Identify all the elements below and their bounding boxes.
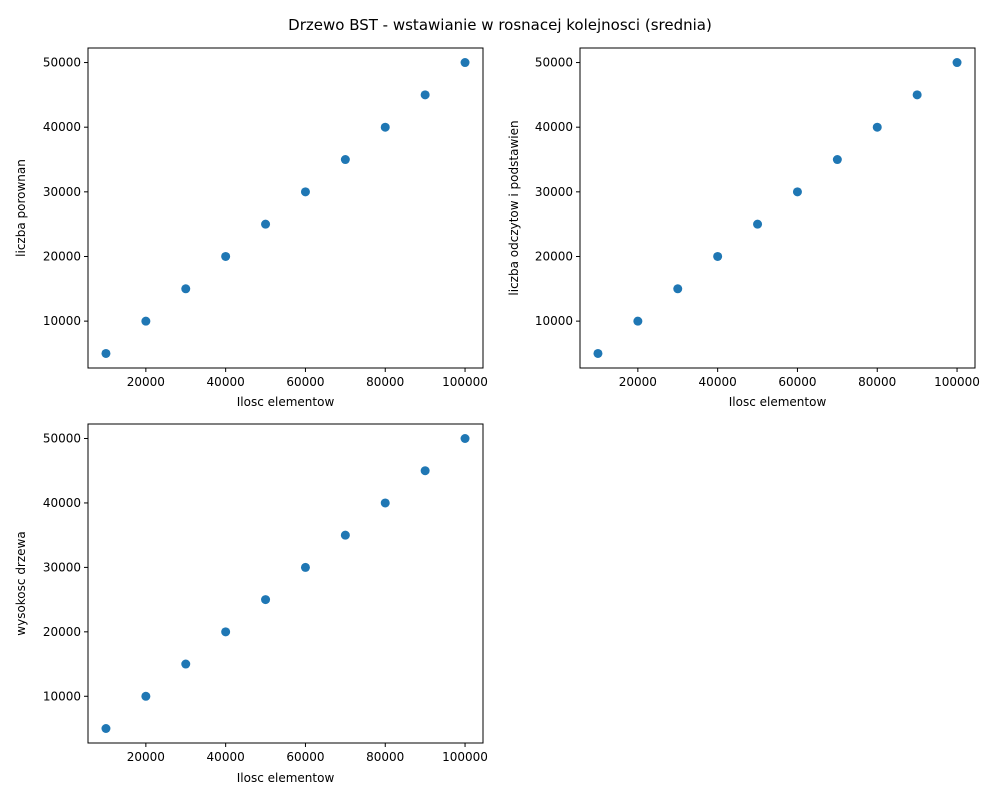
x-tick-label: 60000 [286, 375, 324, 389]
y-tick-label: 30000 [43, 185, 81, 199]
y-tick-label: 40000 [43, 496, 81, 510]
x-tick-label: 100000 [442, 375, 488, 389]
data-point [420, 466, 430, 476]
x-tick-label: 100000 [442, 750, 488, 764]
data-point [221, 251, 231, 261]
x-tick-label: 20000 [127, 375, 165, 389]
data-point [753, 219, 763, 229]
y-tick-label: 20000 [535, 249, 573, 263]
data-point [460, 58, 470, 68]
subplot-reads-writes: Ilosc elementow liczba odczytow i podsta… [507, 47, 980, 409]
data-point [380, 498, 390, 508]
data-point [181, 284, 191, 294]
x-tick-label: 80000 [366, 750, 404, 764]
y-axis-label: liczba odczytow i podstawien [507, 120, 521, 295]
x-tick-label: 80000 [858, 375, 896, 389]
data-point [261, 595, 271, 605]
data-point [221, 627, 231, 637]
y-tick-label: 50000 [43, 432, 81, 446]
y-tick-label: 20000 [43, 625, 81, 639]
y-tick-label: 10000 [43, 689, 81, 703]
data-point [141, 691, 151, 701]
y-tick-label: 30000 [43, 560, 81, 574]
data-point [832, 155, 842, 165]
plot-area-frame [87, 47, 484, 369]
y-tick-label: 40000 [535, 120, 573, 134]
data-point [633, 316, 643, 326]
subplot-comparisons: Ilosc elementow liczba porownan 20000 400… [14, 47, 488, 409]
figure-title: Drzewo BST - wstawianie w rosnacej kolej… [288, 16, 712, 34]
plot-area-frame [579, 47, 976, 369]
data-point [673, 284, 683, 294]
data-point [300, 562, 310, 572]
y-axis-label: wysokosc drzewa [14, 531, 28, 635]
data-point [261, 219, 271, 229]
data-point [952, 58, 962, 68]
x-tick-label: 60000 [286, 750, 324, 764]
x-axis-label: Ilosc elementow [729, 395, 827, 409]
x-axis-label: Ilosc elementow [237, 771, 335, 785]
data-point [593, 348, 603, 358]
y-tick-label: 20000 [43, 249, 81, 263]
x-tick-label: 40000 [699, 375, 737, 389]
data-point [340, 530, 350, 540]
data-point [912, 90, 922, 100]
subplot-tree-height: Ilosc elementow wysokosc drzewa 20000 400… [14, 423, 488, 785]
data-point [340, 155, 350, 165]
x-tick-label: 60000 [778, 375, 816, 389]
plot-area-frame [87, 423, 484, 744]
y-axis-label: liczba porownan [14, 159, 28, 257]
y-tick-label: 10000 [535, 314, 573, 328]
data-point [713, 251, 723, 261]
y-tick-label: 40000 [43, 120, 81, 134]
x-tick-label: 80000 [366, 375, 404, 389]
data-point [101, 348, 111, 358]
x-tick-label: 40000 [207, 750, 245, 764]
data-point [420, 90, 430, 100]
y-tick-label: 50000 [43, 56, 81, 70]
y-tick-label: 30000 [535, 185, 573, 199]
data-point [181, 659, 191, 669]
x-tick-label: 20000 [127, 750, 165, 764]
data-point [872, 122, 882, 132]
data-point [460, 434, 470, 443]
data-point [792, 187, 802, 197]
x-tick-label: 40000 [207, 375, 245, 389]
x-axis-label: Ilosc elementow [237, 395, 335, 409]
y-tick-label: 10000 [43, 314, 81, 328]
data-point [380, 122, 390, 132]
x-tick-label: 20000 [619, 375, 657, 389]
data-point [141, 316, 151, 326]
data-point [101, 724, 111, 733]
y-tick-label: 50000 [535, 56, 573, 70]
x-tick-label: 100000 [934, 375, 980, 389]
data-point [300, 187, 310, 197]
